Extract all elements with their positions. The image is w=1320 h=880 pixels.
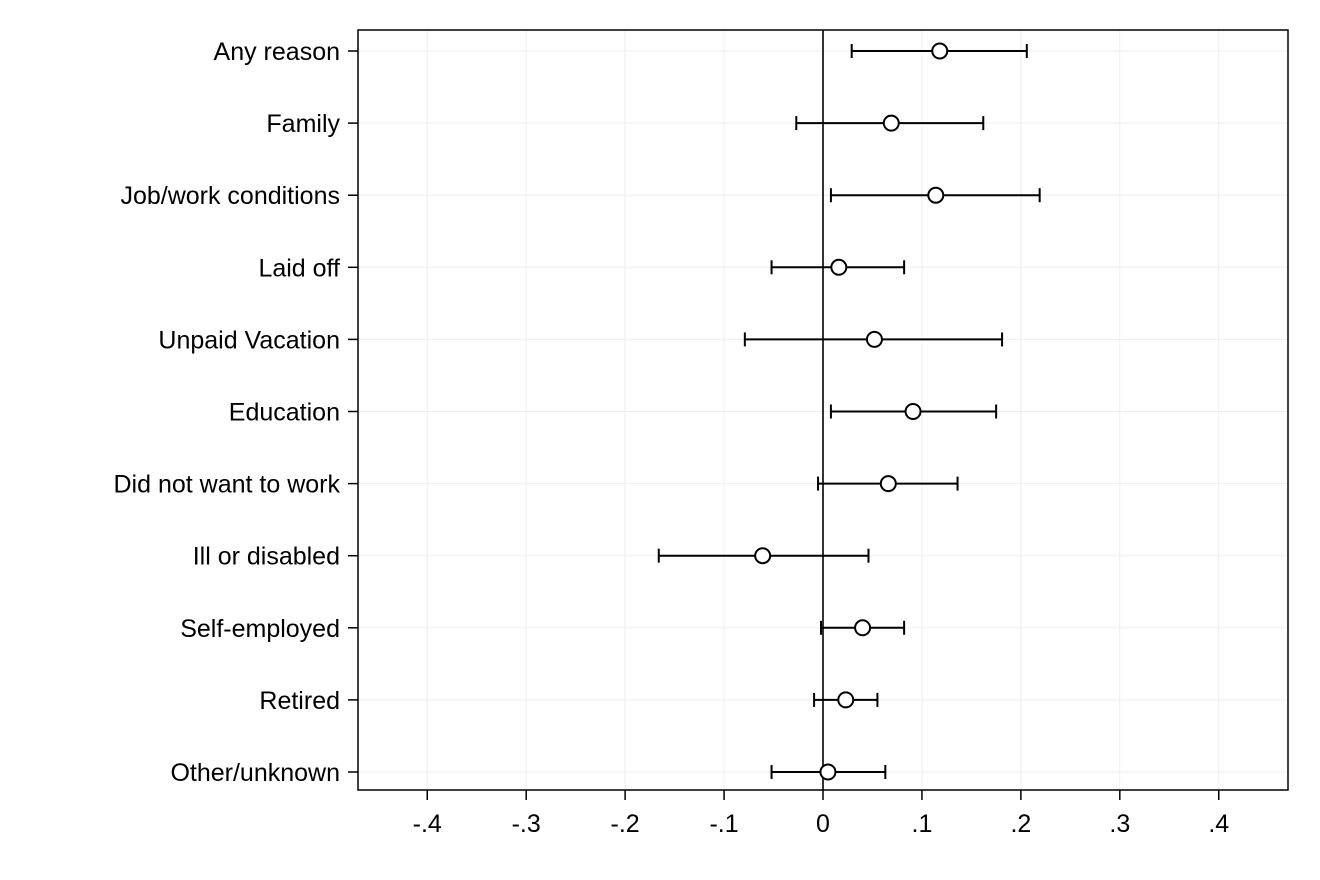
point-estimate [854,619,872,637]
category-label: Self-employed [180,615,340,643]
category-label: Family [266,110,340,138]
point-estimate [754,547,772,565]
category-label: Did not want to work [114,471,341,499]
point-estimate [837,691,855,709]
category-label: Laid off [258,254,340,282]
x-tick-label: -.4 [413,810,442,838]
category-label: Other/unknown [170,759,340,787]
x-tick-label: 0 [816,810,830,838]
point-estimate [904,403,922,420]
x-tick-label: .1 [912,810,933,838]
category-label: Unpaid Vacation [158,326,340,354]
point-estimate [931,42,949,60]
y-axis: Any reason Family Job/work conditions Laid … [114,38,358,787]
marks-layer [657,42,1041,781]
point-estimate [865,330,883,348]
point-estimate [882,114,900,132]
x-tick-label: -.1 [709,810,738,838]
x-tick-label: .4 [1208,810,1229,838]
category-label: Ill or disabled [193,543,340,571]
x-axis: -.4 -.3 -.2 -.1 0 .1 .2 .3 .4 [413,790,1229,838]
point-estimate [830,258,848,276]
category-label: Job/work conditions [120,182,340,210]
x-tick-label: -.2 [611,810,640,838]
x-tick-label: .2 [1010,810,1031,838]
point-estimate [879,475,897,493]
category-label: Education [229,399,340,427]
x-tick-label: .3 [1109,810,1130,838]
point-estimate [927,186,945,204]
category-label: Retired [259,687,340,715]
point-estimate [819,763,837,781]
category-label: Any reason [214,38,340,66]
x-tick-label: -.3 [512,810,541,838]
